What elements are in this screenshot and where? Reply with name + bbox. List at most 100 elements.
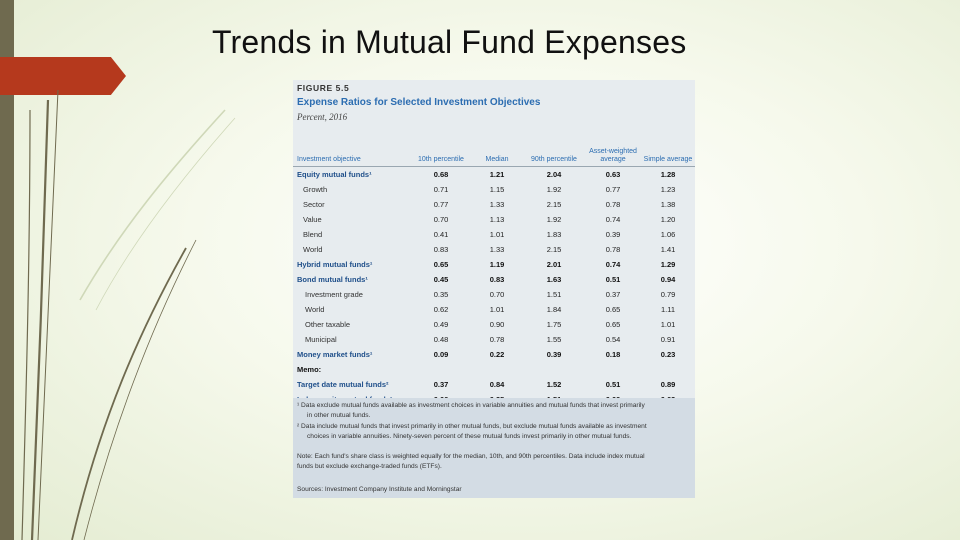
cell-asset-weighted: 0.54 <box>605 335 621 344</box>
cell-simple-average: 1.23 <box>660 185 676 194</box>
cell-median: 0.84 <box>489 380 505 389</box>
cell-10th-percentile <box>411 362 471 377</box>
figure-footnotes: ¹ Data exclude mutual funds available as… <box>293 398 695 498</box>
table-row: Bond mutual funds¹ 0.45 0.83 1.63 0.51 0… <box>293 272 695 287</box>
row-label: Blend <box>303 230 323 239</box>
table-row: Municipal 0.48 0.78 1.55 0.54 0.91 <box>293 332 695 347</box>
footnote-2-line-2: choices in variable annuities. Ninety-se… <box>307 432 632 440</box>
cell-90th-percentile: 1.83 <box>546 230 562 239</box>
column-header-simple-average: Simple average <box>641 132 695 167</box>
cell-asset-weighted: 0.51 <box>605 380 621 389</box>
cell-median: 0.22 <box>489 350 505 359</box>
cell-90th-percentile: 1.92 <box>546 185 562 194</box>
cell-asset-weighted <box>585 362 641 377</box>
cell-10th-percentile: 0.35 <box>433 290 449 299</box>
decorative-lines <box>21 89 236 540</box>
slide-title: Trends in Mutual Fund Expenses <box>212 24 687 60</box>
cell-median: 1.01 <box>489 230 505 239</box>
table-header-row: Investment objective 10th percentile Med… <box>293 132 695 167</box>
cell-90th-percentile: 2.15 <box>546 245 562 254</box>
cell-median: 1.01 <box>489 305 505 314</box>
footnote-1-line-2: in other mutual funds. <box>307 411 371 419</box>
cell-median: 0.70 <box>489 290 505 299</box>
table-row: World 0.62 1.01 1.84 0.65 1.11 <box>293 302 695 317</box>
figure-label: FIGURE 5.5 <box>297 83 350 93</box>
cell-asset-weighted: 0.18 <box>605 350 621 359</box>
cell-90th-percentile: 1.55 <box>546 335 562 344</box>
cell-10th-percentile: 0.65 <box>433 260 449 269</box>
figure-note: Note: Each fund's share class is weighte… <box>297 452 691 471</box>
table-row: Target date mutual funds² 0.37 0.84 1.52… <box>293 377 695 392</box>
figure-subheading: Percent, 2016 <box>297 112 348 122</box>
row-label: Money market funds¹ <box>297 350 373 359</box>
cell-simple-average: 0.23 <box>660 350 676 359</box>
cell-10th-percentile: 0.49 <box>433 320 449 329</box>
row-label: Value <box>303 215 322 224</box>
cell-10th-percentile: 0.77 <box>433 200 449 209</box>
cell-simple-average: 1.29 <box>660 260 676 269</box>
cell-90th-percentile: 2.04 <box>546 170 562 179</box>
cell-median: 1.15 <box>489 185 505 194</box>
cell-asset-weighted: 0.65 <box>605 305 621 314</box>
cell-median: 0.83 <box>489 275 505 284</box>
cell-median: 1.33 <box>489 245 505 254</box>
cell-median: 1.33 <box>489 200 505 209</box>
cell-simple-average: 1.01 <box>660 320 676 329</box>
cell-asset-weighted: 0.78 <box>605 200 621 209</box>
column-header-median: Median <box>471 132 523 167</box>
table-row: Value 0.70 1.13 1.92 0.74 1.20 <box>293 212 695 227</box>
cell-10th-percentile: 0.68 <box>433 170 449 179</box>
slide-side-bar <box>0 0 14 540</box>
cell-simple-average: 1.20 <box>660 215 676 224</box>
cell-simple-average: 0.91 <box>660 335 676 344</box>
table-row: Equity mutual funds¹ 0.68 1.21 2.04 0.63… <box>293 167 695 183</box>
footnote-2-line-1: ² Data include mutual funds that invest … <box>297 423 647 430</box>
row-label: Investment grade <box>305 290 363 299</box>
row-label: Growth <box>303 185 328 194</box>
cell-90th-percentile: 1.92 <box>546 215 562 224</box>
cell-90th-percentile: 2.15 <box>546 200 562 209</box>
figure-note-line-2: funds but exclude exchange-traded funds … <box>297 462 442 470</box>
cell-90th-percentile: 2.01 <box>546 260 562 269</box>
cell-simple-average <box>641 362 695 377</box>
figure-sources: Sources: Investment Company Institute an… <box>297 486 462 493</box>
cell-10th-percentile: 0.45 <box>433 275 449 284</box>
cell-median: 1.21 <box>489 170 505 179</box>
cell-10th-percentile: 0.48 <box>433 335 449 344</box>
cell-simple-average: 1.38 <box>660 200 676 209</box>
cell-90th-percentile: 1.84 <box>546 305 562 314</box>
cell-90th-percentile: 1.63 <box>546 275 562 284</box>
slide-accent-tab <box>0 57 126 95</box>
table-row: Investment grade 0.35 0.70 1.51 0.37 0.7… <box>293 287 695 302</box>
row-label: Memo: <box>297 365 322 374</box>
cell-simple-average: 1.11 <box>660 305 676 314</box>
footnote-1: ¹ Data exclude mutual funds available as… <box>297 401 691 420</box>
cell-median <box>471 362 523 377</box>
row-label: World <box>303 245 323 254</box>
cell-simple-average: 0.89 <box>660 380 676 389</box>
cell-10th-percentile: 0.83 <box>433 245 449 254</box>
expense-ratio-table: Investment objective 10th percentile Med… <box>293 132 695 408</box>
row-label: Target date mutual funds² <box>297 380 389 389</box>
cell-simple-average: 0.94 <box>660 275 676 284</box>
table-row: Growth 0.71 1.15 1.92 0.77 1.23 <box>293 182 695 197</box>
cell-90th-percentile: 0.39 <box>546 350 562 359</box>
cell-10th-percentile: 0.09 <box>433 350 449 359</box>
cell-simple-average: 1.41 <box>660 245 676 254</box>
cell-median: 1.19 <box>489 260 505 269</box>
column-header-objective: Investment objective <box>293 132 411 167</box>
table-row: Sector 0.77 1.33 2.15 0.78 1.38 <box>293 197 695 212</box>
cell-asset-weighted: 0.37 <box>605 290 621 299</box>
cell-90th-percentile: 1.52 <box>546 380 562 389</box>
cell-10th-percentile: 0.70 <box>433 215 449 224</box>
table-row: Money market funds¹ 0.09 0.22 0.39 0.18 … <box>293 347 695 362</box>
figure-heading: Expense Ratios for Selected Investment O… <box>297 97 541 108</box>
row-label: Equity mutual funds¹ <box>297 170 372 179</box>
cell-median: 0.78 <box>489 335 505 344</box>
row-label: Municipal <box>305 335 337 344</box>
row-label: Other taxable <box>305 320 351 329</box>
cell-90th-percentile: 1.75 <box>546 320 562 329</box>
footnote-1-line-1: ¹ Data exclude mutual funds available as… <box>297 402 645 409</box>
cell-asset-weighted: 0.77 <box>605 185 621 194</box>
figure-note-line-1: Note: Each fund's share class is weighte… <box>297 453 645 460</box>
